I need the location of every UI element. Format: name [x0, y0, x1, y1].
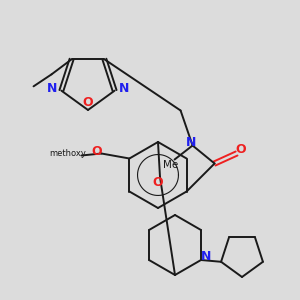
- Text: O: O: [153, 176, 163, 190]
- Text: O: O: [235, 143, 246, 156]
- Text: N: N: [201, 250, 211, 263]
- Text: methoxy: methoxy: [49, 149, 86, 158]
- Text: O: O: [91, 145, 102, 158]
- Text: N: N: [185, 136, 196, 149]
- Text: Me: Me: [163, 160, 178, 170]
- Text: N: N: [118, 82, 129, 95]
- Text: N: N: [47, 82, 58, 95]
- Text: O: O: [83, 95, 93, 109]
